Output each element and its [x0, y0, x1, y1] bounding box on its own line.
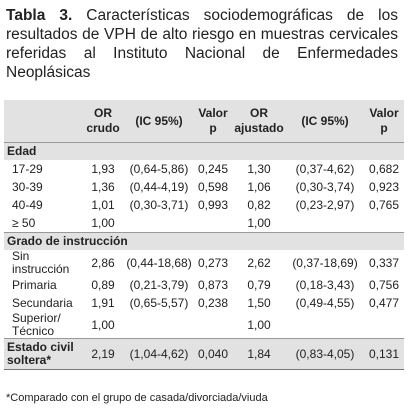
row-label: Secundaria: [12, 295, 73, 310]
cell: (0,83-4,05): [286, 338, 364, 370]
cell: [124, 214, 194, 233]
cell: (0,18-3,43): [295, 277, 355, 292]
section-row: Edad: [4, 142, 404, 160]
header-cell: OR crudo: [82, 100, 124, 143]
cell: [364, 312, 404, 339]
header-cell: (IC 95%): [124, 100, 194, 143]
title-label: Tabla 3.: [6, 7, 73, 24]
cell: [194, 312, 232, 339]
cell: 1,84: [232, 338, 286, 370]
table-row: 30-39 1,36 (0,44-4,19) 0,598 1,06 (0,30-3,74)…: [4, 178, 404, 196]
section-label: Edad: [4, 142, 404, 160]
row-label: Primaria: [12, 277, 57, 292]
row-label: Superior/ Técnico: [12, 311, 61, 338]
cell: 1,01: [91, 197, 115, 212]
cell: 2,86: [91, 255, 115, 270]
cell: (0,44-4,19): [129, 179, 189, 194]
section-row: Grado de instrucción: [4, 232, 404, 250]
cell: (0,44-18,68): [126, 255, 192, 270]
cell: 0,337: [368, 255, 400, 270]
table-row: Superior/ Técnico 1,00 1,00: [4, 312, 404, 339]
cell: 2,62: [247, 255, 271, 270]
cell: 1,00: [247, 215, 271, 230]
row-label: 30-39: [12, 179, 43, 194]
cell: [124, 312, 194, 339]
cell: 0,82: [247, 197, 271, 212]
cell: 0,682: [368, 161, 400, 176]
row-label: Sin instrucción: [12, 249, 70, 276]
cell: 0,993: [197, 197, 229, 212]
header-cell: (IC 95%): [286, 100, 364, 143]
table-row: Secundaria 1,91 (0,65-5,57) 0,238 1,50 (0,49-…: [4, 294, 404, 312]
cell: 1,91: [91, 295, 115, 310]
cell: (0,64-5,86): [129, 161, 189, 176]
cell: 0,238: [197, 295, 229, 310]
cell: 0,245: [197, 161, 229, 176]
title-text: Características sociodemográficas de los…: [6, 7, 398, 81]
cell: [364, 214, 404, 233]
cell: 1,00: [247, 317, 271, 332]
header-cell: [4, 100, 82, 143]
cell: 0,756: [368, 277, 400, 292]
header-cell: Valor p: [364, 100, 404, 143]
row-label: ≥ 50: [12, 215, 36, 230]
cell: (0,37-18,69): [292, 255, 358, 270]
cell: 0,040: [194, 338, 232, 370]
table-row: ≥ 50 1,00 1,00: [4, 214, 404, 233]
cell: 0,598: [197, 179, 229, 194]
table-title: Tabla 3. Características sociodemográfic…: [6, 6, 398, 82]
cell: 0,873: [197, 277, 229, 292]
cell: [286, 312, 364, 339]
cell: 2,19: [82, 338, 124, 370]
cell: 0,477: [368, 295, 400, 310]
header-row: OR crudo (IC 95%) Valor p OR ajustado (IC 95…: [4, 100, 404, 143]
table: OR crudo (IC 95%) Valor p OR ajustado (IC 95…: [4, 100, 404, 370]
cell: (0,30-3,74): [295, 179, 355, 194]
table-row: Estado civil soltera* 2,19 (1,04-4,62) 0,04…: [4, 338, 404, 370]
cell: 0,79: [247, 277, 271, 292]
footnote: *Comparado con el grupo de casada/divorc…: [6, 392, 268, 404]
cell: (0,49-4,55): [295, 295, 355, 310]
table-row: 40-49 1,01 (0,30-3,71) 0,993 0,82 (0,23-2,97)…: [4, 196, 404, 214]
cell: 0,131: [364, 338, 404, 370]
cell: (0,65-5,57): [129, 295, 189, 310]
cell: 1,00: [91, 215, 115, 230]
cell: 0,923: [368, 179, 400, 194]
cell: 1,93: [91, 161, 115, 176]
cell: 1,36: [91, 179, 115, 194]
cell: 1,30: [247, 161, 271, 176]
cell: 0,273: [197, 255, 229, 270]
cell: (0,30-3,71): [129, 197, 189, 212]
cell: [286, 214, 364, 233]
cell: 1,50: [247, 295, 271, 310]
cell: 0,765: [368, 197, 400, 212]
row-label: 17-29: [12, 161, 43, 176]
cell: 1,00: [91, 317, 115, 332]
cell: (1,04-4,62): [124, 338, 194, 370]
cell: (0,21-3,79): [129, 277, 189, 292]
cell: 0,89: [91, 277, 115, 292]
cell: 1,06: [247, 179, 271, 194]
table-row: Primaria 0,89 (0,21-3,79) 0,873 0,79 (0,18-3,…: [4, 276, 404, 294]
table-row: Sin instrucción 2,86 (0,44-18,68) 0,273 2,62…: [4, 250, 404, 276]
row-label: Estado civil soltera*: [4, 338, 82, 370]
header-cell: OR ajustado: [232, 100, 286, 143]
cell: [194, 214, 232, 233]
section-label: Grado de instrucción: [4, 232, 404, 250]
table-row: 17-29 1,93 (0,64-5,86) 0,245 1,30 (0,37-4,62)…: [4, 160, 404, 178]
header-cell: Valor p: [194, 100, 232, 143]
row-label: 40-49: [12, 197, 43, 212]
cell: (0,37-4,62): [295, 161, 355, 176]
cell: (0,23-2,97): [295, 197, 355, 212]
